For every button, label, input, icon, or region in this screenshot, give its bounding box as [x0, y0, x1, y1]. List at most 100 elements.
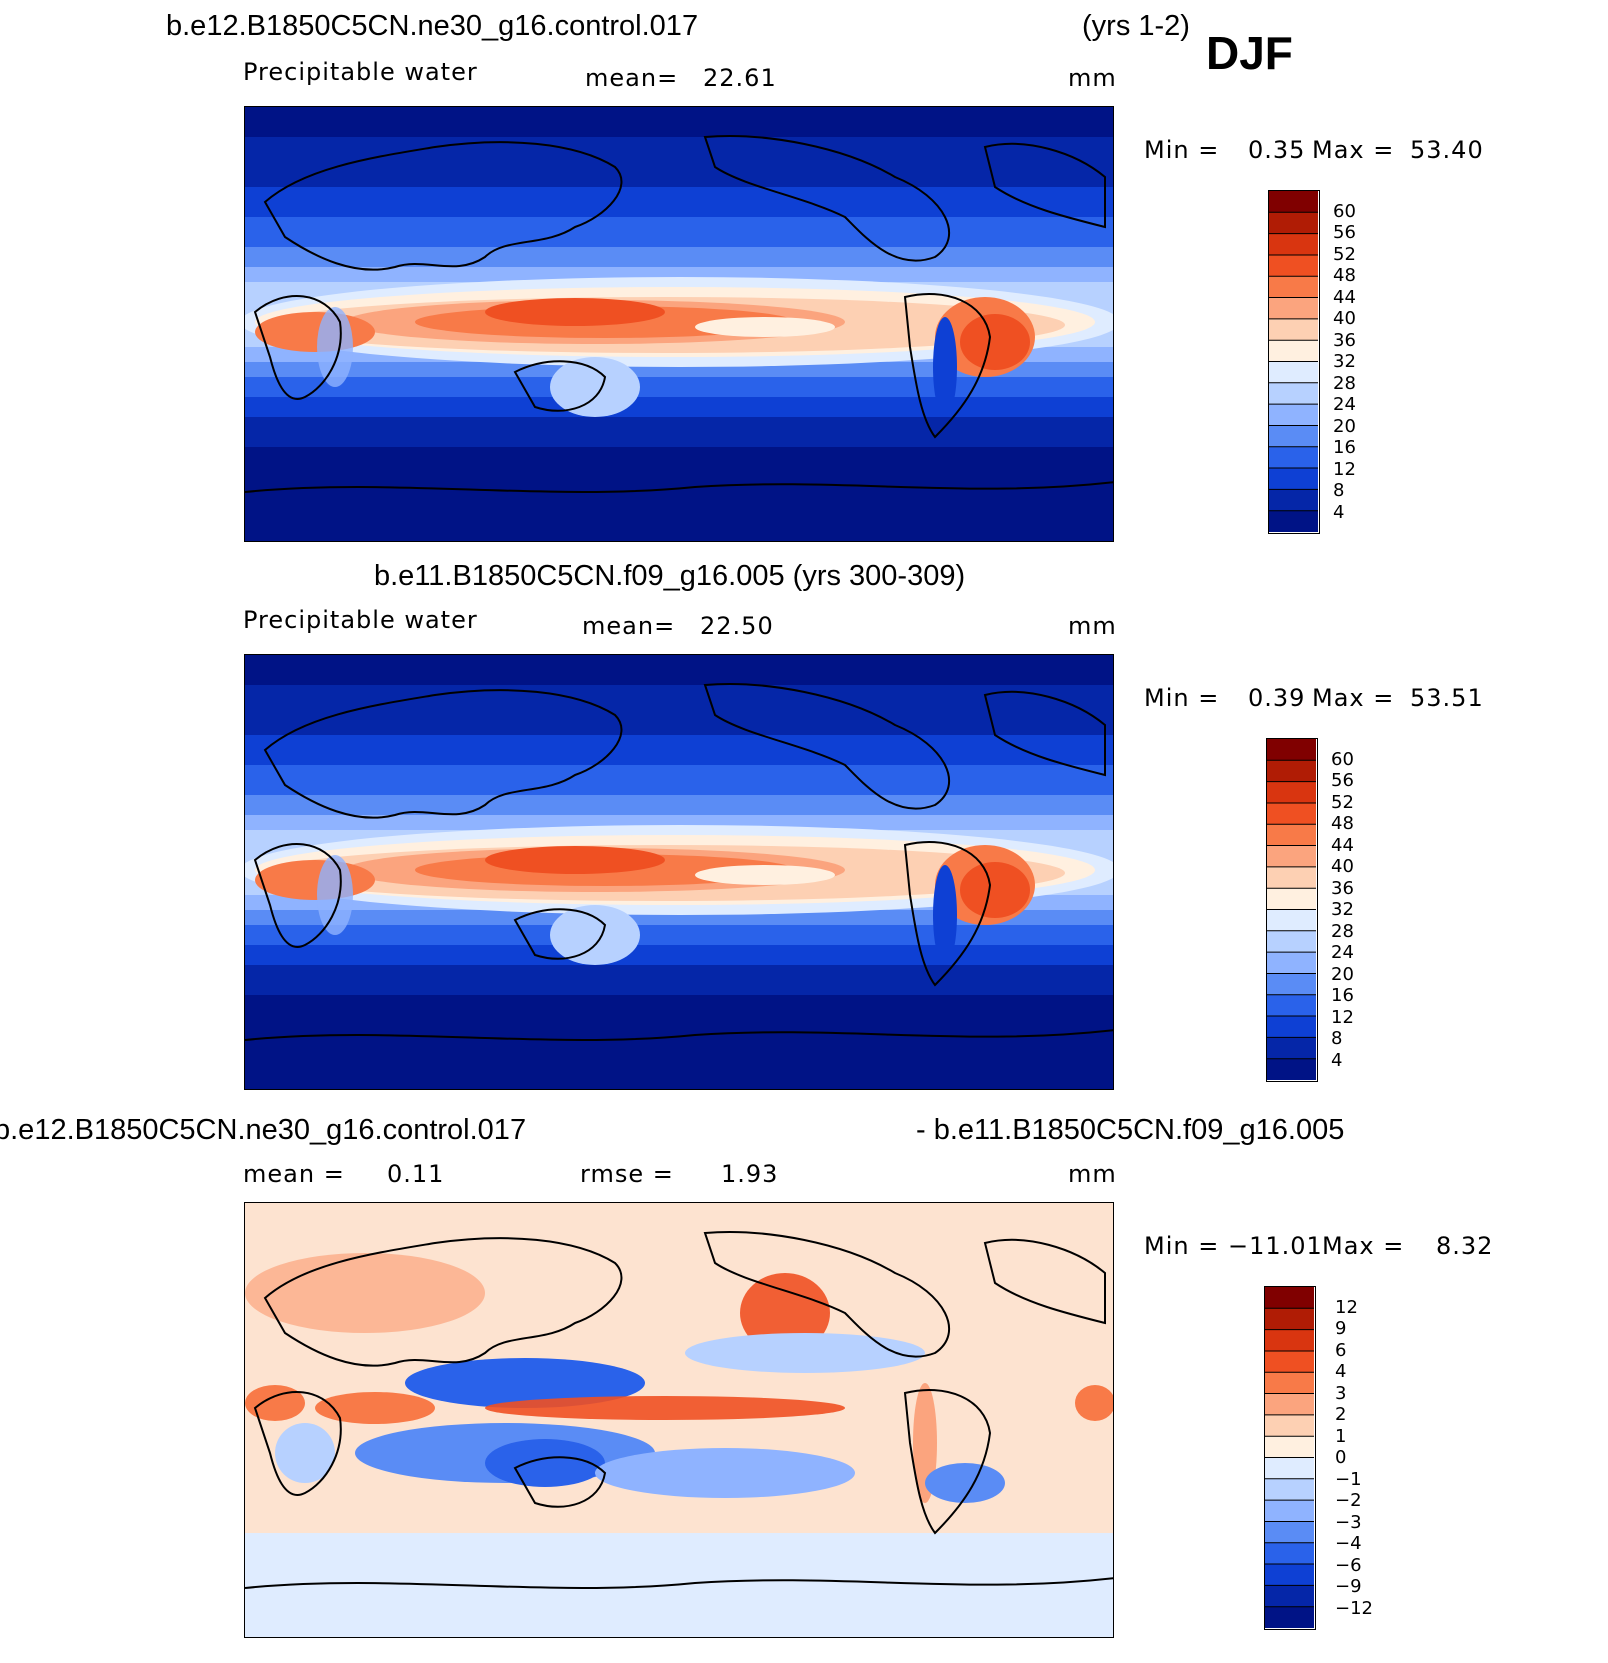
colorbar-swatch: [1269, 191, 1318, 213]
colorbar-swatch: [1265, 1393, 1314, 1416]
colorbar-tick-label: 28: [1333, 372, 1356, 394]
colorbar-swatch: [1267, 802, 1316, 825]
colorbar-tick-label: 28: [1331, 920, 1354, 942]
panel2-max-value: 53.51: [1410, 684, 1484, 712]
colorbar-swatch: [1269, 297, 1318, 320]
panel3-rmse-value: 1.93: [721, 1160, 779, 1188]
colorbar-tick-label: 0: [1335, 1447, 1347, 1468]
panel3-units: mm: [1068, 1160, 1117, 1188]
coastline-path: [513, 908, 607, 960]
colorbar-swatch: [1269, 510, 1318, 532]
colorbar-tick-label: 2: [1335, 1404, 1347, 1425]
coastline: [245, 683, 1113, 1041]
precipitable-water-field: [245, 655, 1113, 1089]
colorbar-tick-label: 60: [1331, 748, 1354, 770]
coastline: [245, 1231, 1113, 1589]
colorbar-tick-label: 40: [1333, 308, 1356, 329]
colorbar-swatch: [1265, 1287, 1314, 1309]
field-blob: [245, 1385, 305, 1421]
colorbar-swatch: [1267, 781, 1316, 804]
coastline-path: [983, 690, 1106, 777]
colorbar-tick-label: 16: [1331, 985, 1354, 1006]
panel2-colorbar: [1266, 738, 1318, 1082]
field-blob: [317, 855, 353, 935]
panel3-mean-label: mean =: [243, 1160, 345, 1188]
panel1-min-value: 0.35: [1248, 136, 1306, 164]
panel1-mean-label: mean=: [585, 64, 679, 92]
coastline-path: [703, 135, 951, 262]
panel1-mean-value: 22.61: [703, 64, 777, 92]
colorbar-swatch: [1267, 824, 1316, 847]
panel1-min-label: Min =: [1144, 136, 1220, 164]
coastline-path: [513, 360, 607, 412]
colorbar-tick-label: −2: [1335, 1490, 1362, 1511]
coastline-path: [253, 843, 342, 948]
panel1-colorbar-swatches: [1269, 191, 1318, 532]
colorbar-swatch: [1269, 276, 1318, 299]
colorbar-swatch: [1267, 866, 1316, 889]
colorbar-tick-label: 36: [1331, 877, 1354, 899]
coastline-path: [263, 1237, 623, 1367]
coastline-path: [263, 141, 623, 271]
colorbar-swatch: [1265, 1457, 1314, 1480]
colorbar-swatch: [1265, 1585, 1314, 1608]
panel2-map: [244, 654, 1114, 1090]
field-blob: [255, 860, 375, 900]
field-blob: [550, 905, 640, 965]
colorbar-tick-label: 20: [1331, 963, 1354, 985]
field-blob: [255, 312, 375, 352]
field-blob: [960, 314, 1030, 370]
panel2-mean-value: 22.50: [700, 612, 774, 640]
colorbar-tick-label: −3: [1335, 1511, 1362, 1533]
panel2-mean-label: mean=: [582, 612, 676, 640]
coastline-path: [245, 1577, 1113, 1589]
colorbar-tick-label: −4: [1335, 1533, 1362, 1554]
colorbar-swatch: [1265, 1372, 1314, 1395]
colorbar-tick-label: 9: [1335, 1318, 1347, 1339]
difference-field: [245, 1203, 1113, 1637]
coastline-path: [903, 1388, 992, 1535]
field-blob: [550, 357, 640, 417]
colorbar-swatch: [1269, 254, 1318, 277]
colorbar-tick-label: 8: [1331, 1028, 1343, 1049]
coastline-path: [983, 142, 1106, 229]
panel1-max-label: Max =: [1312, 136, 1395, 164]
panel3-rmse-label: rmse =: [580, 1160, 674, 1188]
colorbar-swatch: [1269, 425, 1318, 448]
field-blob: [695, 317, 835, 337]
field-blob: [485, 1396, 845, 1420]
colorbar-swatch: [1269, 404, 1318, 426]
colorbar-tick-label: 3: [1335, 1382, 1347, 1404]
coastline-path: [253, 1391, 342, 1496]
colorbar-swatch: [1265, 1414, 1314, 1437]
panel1-map-plot: [245, 107, 1113, 541]
colorbar-tick-label: 24: [1331, 942, 1354, 963]
panel2-max-label: Max =: [1312, 684, 1395, 712]
colorbar-tick-label: 16: [1333, 437, 1356, 458]
panel3-min-label: Min =: [1144, 1232, 1220, 1260]
panel1-max-value: 53.40: [1410, 136, 1484, 164]
panel1-map: [244, 106, 1114, 542]
colorbar-tick-label: −12: [1335, 1597, 1373, 1619]
panel1-colorbar: [1268, 190, 1320, 534]
colorbar-tick-label: 60: [1333, 200, 1356, 222]
field-blob: [1075, 1385, 1113, 1421]
colorbar-tick-label: 24: [1333, 394, 1356, 415]
colorbar-tick-label: 52: [1331, 791, 1354, 813]
colorbar-tick-label: 4: [1335, 1361, 1347, 1382]
colorbar-swatch: [1269, 361, 1318, 384]
colorbar-swatch: [1269, 233, 1318, 256]
colorbar-swatch: [1267, 845, 1316, 868]
panel3-colorbar-swatches: [1265, 1287, 1314, 1628]
colorbar-tick-label: 32: [1333, 351, 1356, 372]
colorbar-swatch: [1267, 739, 1316, 761]
colorbar-tick-label: 48: [1333, 265, 1356, 286]
colorbar-swatch: [1265, 1521, 1314, 1544]
colorbar-tick-label: 4: [1331, 1049, 1343, 1071]
colorbar-swatch: [1265, 1350, 1314, 1373]
colorbar-swatch: [1265, 1564, 1314, 1586]
colorbar-tick-label: −9: [1335, 1576, 1362, 1597]
field-blob: [685, 1333, 925, 1373]
colorbar-tick-label: 48: [1331, 813, 1354, 834]
panel2-variable: Precipitable water: [243, 606, 478, 634]
